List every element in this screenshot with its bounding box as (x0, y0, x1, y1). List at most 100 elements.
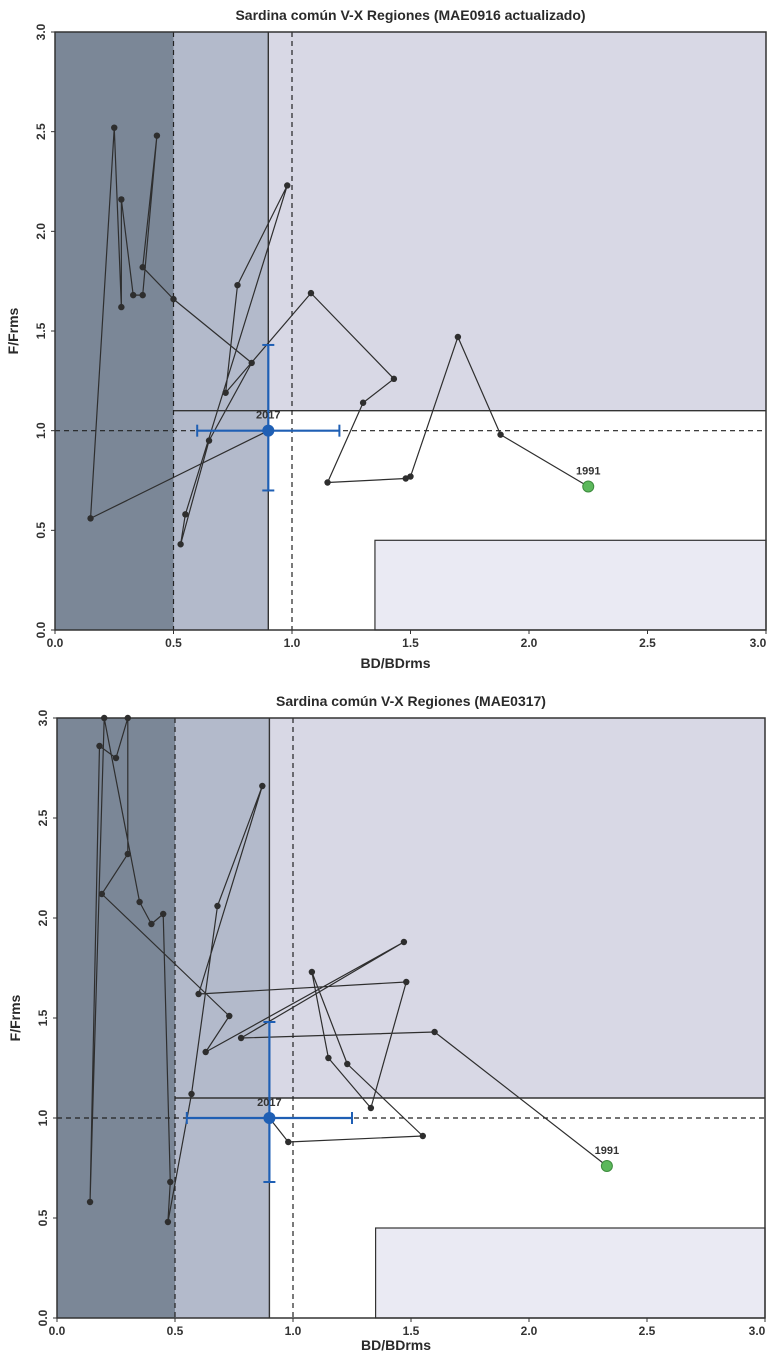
current-point-2017 (262, 424, 275, 437)
trajectory-point (112, 754, 120, 762)
trajectory-point (182, 511, 189, 518)
trajectory-point (101, 714, 108, 722)
trajectory-point (188, 1090, 195, 1098)
trajectory-point (205, 437, 213, 444)
trajectory-point (307, 289, 315, 297)
x-axis-label: BD/BDrms (361, 1337, 431, 1353)
trajectory-point (324, 479, 331, 486)
trajectory-point (124, 714, 131, 722)
trajectory-point (248, 359, 255, 367)
x-tick-label: 3.0 (749, 1324, 766, 1338)
y-axis-label: F/Frms (5, 307, 21, 354)
trajectory-line (89, 717, 608, 1223)
trajectory-point (202, 1048, 209, 1056)
zone-overfishing (269, 718, 765, 1098)
x-tick-label: 3.0 (750, 636, 767, 650)
x-tick-label: 2.0 (521, 636, 538, 650)
start-point-1991 (582, 480, 595, 493)
zone-collapse (55, 32, 174, 630)
trajectory-point (431, 1028, 438, 1036)
trajectory-point (118, 303, 125, 311)
y-tick-label: 1.5 (34, 322, 48, 339)
x-tick-label: 0.0 (47, 636, 64, 650)
y-tick-label: 1.5 (36, 1009, 50, 1026)
zone-overexploited (175, 718, 270, 1318)
chart-title: Sardina común V-X Regiones (MAE0317) (276, 693, 546, 709)
trajectory-point (285, 1138, 292, 1146)
chart-title: Sardina común V-X Regiones (MAE0916 actu… (235, 7, 585, 23)
trajectory-point (164, 1218, 172, 1226)
trajectory-point (167, 1178, 174, 1186)
trajectory-point (403, 978, 410, 986)
trajectory-point (139, 291, 146, 299)
zone-full-exploitation (375, 1227, 766, 1319)
x-axis-label: BD/BDrms (360, 655, 430, 670)
y-tick-label: 3.0 (36, 709, 50, 726)
x-tick-label: 2.5 (639, 1324, 656, 1338)
y-tick-label: 1.0 (34, 422, 48, 439)
chart-panel-2: 1991 2017 0.0 0.5 1.0 1.5 2.0 2.5 3.0 0.0 0.5 1.0 1.… (0, 680, 774, 1357)
trajectory-point (160, 910, 167, 918)
start-point-label: 1991 (576, 465, 600, 477)
trajectory-point (153, 132, 161, 139)
trajectory-line (89, 127, 589, 545)
x-tick-label: 2.0 (521, 1324, 538, 1338)
x-tick-label: 1.5 (403, 1324, 420, 1338)
trajectory-point (222, 389, 229, 396)
start-point-label: 1991 (595, 1145, 619, 1157)
trajectory-point (136, 898, 143, 906)
x-tick-label: 0.5 (167, 1324, 184, 1338)
trajectory-point (419, 1132, 426, 1140)
trajectory-point (96, 742, 103, 750)
y-tick-label: 2.0 (34, 223, 48, 240)
zone-overfishing (268, 32, 766, 411)
trajectory-point (86, 1198, 94, 1206)
y-tick-label: 0.5 (34, 522, 48, 539)
current-point-label: 2017 (256, 410, 280, 422)
y-axis-label: F/Frms (7, 994, 23, 1041)
trajectory-point (148, 920, 155, 928)
x-tick-label: 1.0 (284, 636, 301, 650)
y-tick-label: 0.0 (36, 1309, 50, 1326)
trajectory-point (98, 890, 106, 898)
y-tick-label: 1.0 (36, 1109, 50, 1126)
x-tick-label: 1.5 (402, 636, 419, 650)
current-point-2017 (263, 1112, 276, 1124)
trajectory-point (497, 431, 504, 438)
trajectory-point (308, 968, 316, 976)
y-tick-label: 3.0 (34, 23, 48, 40)
trajectory-point (87, 515, 94, 522)
x-tick-label: 0.0 (49, 1324, 66, 1338)
trajectory-point (214, 902, 221, 910)
trajectory-point (195, 990, 202, 998)
trajectory-point (259, 782, 266, 790)
x-tick-label: 1.0 (285, 1324, 302, 1338)
trajectory-point (124, 850, 131, 858)
trajectory-point (344, 1060, 351, 1068)
trajectory-point (111, 124, 118, 131)
y-tick-label: 2.5 (36, 809, 50, 826)
kobe-plot-2: 1991 2017 0.0 0.5 1.0 1.5 2.0 2.5 3.0 0.0 0.5 1.0 1.… (7, 693, 766, 1353)
trajectory-point (118, 196, 125, 203)
current-point-label: 2017 (257, 1097, 281, 1109)
chart-panel-1: 1991 2017 0.0 0.5 1.0 1.5 2.0 2.5 3.0 0.0 0.5 1.0 1.… (0, 0, 774, 670)
trajectory-point (359, 399, 367, 406)
y-tick-label: 2.5 (34, 123, 48, 140)
trajectory-point (284, 182, 291, 189)
trajectory-point (400, 938, 408, 946)
zone-collapse (57, 718, 175, 1318)
zone-overexploited (173, 32, 269, 630)
start-point-1991 (600, 1160, 613, 1172)
x-tick-label: 0.5 (165, 636, 182, 650)
zone-full-exploitation (374, 539, 767, 631)
trajectory-point (130, 291, 137, 299)
trajectory-point (325, 1054, 332, 1062)
y-tick-label: 0.0 (34, 621, 48, 638)
trajectory-point (170, 295, 177, 303)
kobe-plot-1: 1991 2017 0.0 0.5 1.0 1.5 2.0 2.5 3.0 0.0 0.5 1.0 1.… (5, 7, 767, 670)
trajectory-point (234, 281, 241, 289)
trajectory-point (454, 333, 462, 341)
trajectory-point (139, 264, 146, 271)
y-tick-label: 0.5 (36, 1209, 50, 1226)
trajectory-point (226, 1012, 233, 1020)
